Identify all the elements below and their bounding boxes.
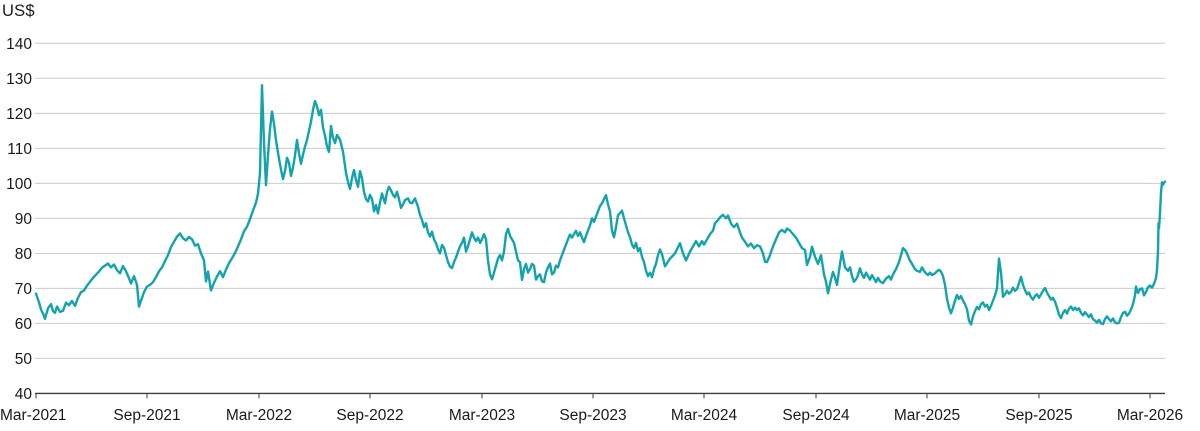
y-tick-label: 120	[6, 106, 32, 123]
y-tick-label: 70	[15, 281, 33, 298]
x-tick-label: Mar-2024	[671, 407, 738, 424]
x-tick-label: Mar-2023	[449, 407, 515, 424]
y-tick-label: 60	[15, 316, 33, 333]
x-tick-label: Mar-2022	[226, 407, 292, 424]
x-tick-label: Mar-2021	[0, 407, 66, 424]
x-tick-label: Sep-2023	[559, 407, 626, 424]
y-tick-label: 100	[6, 176, 32, 193]
x-tick-label: Mar-2025	[894, 407, 960, 424]
x-tick-label: Sep-2025	[1005, 407, 1072, 424]
y-axis-unit-label: US$	[2, 2, 35, 20]
x-tick-label: Sep-2021	[113, 407, 180, 424]
y-tick-label: 40	[15, 386, 33, 403]
y-tick-label: 50	[15, 351, 33, 368]
y-tick-label: 140	[6, 36, 32, 53]
y-tick-label: 110	[7, 141, 32, 158]
price-line-price-usd	[34, 84, 1167, 326]
x-tick-label: Mar-2026	[1117, 407, 1183, 424]
y-tick-label: 80	[15, 246, 33, 263]
y-tick-label: 90	[15, 211, 33, 228]
x-tick-label: Sep-2024	[782, 407, 850, 424]
x-tick-label: Sep-2022	[336, 407, 403, 424]
y-tick-label: 130	[6, 71, 32, 88]
